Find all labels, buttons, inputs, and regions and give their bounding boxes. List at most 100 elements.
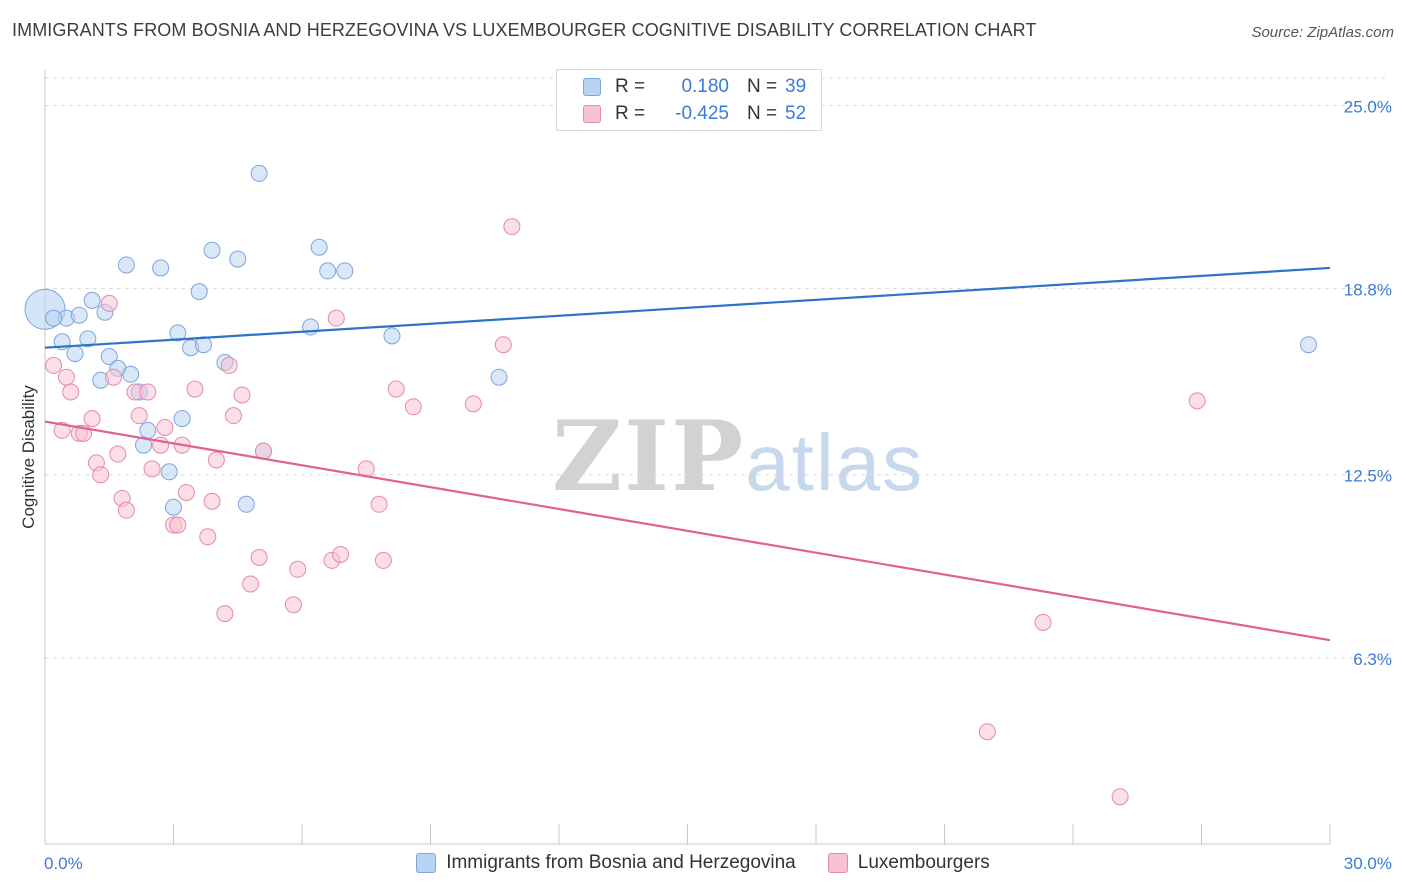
bosnia-point[interactable] xyxy=(203,241,221,259)
series-legend: Immigrants from Bosnia and Herzegovina L… xyxy=(0,852,1406,874)
bosnia-point[interactable] xyxy=(160,463,178,481)
legend-row-blue: R = 0.180 N = 39 xyxy=(557,74,806,100)
bosnia-point[interactable] xyxy=(165,498,182,516)
legend-row-pink: R = -0.425 N = 52 xyxy=(557,101,806,127)
legend-item-luxembourgers[interactable]: Luxembourgers xyxy=(827,852,990,874)
luxembourger-point[interactable] xyxy=(130,407,148,425)
luxembourger-point[interactable] xyxy=(100,294,118,312)
r-label: R = xyxy=(615,103,646,124)
luxembourger-point[interactable] xyxy=(143,460,161,478)
bosnia-point[interactable] xyxy=(319,262,337,280)
y-axis-label: Cognitive Disability xyxy=(19,385,38,529)
y-tick-label: 18.8% xyxy=(1344,281,1392,300)
luxembourger-point[interactable] xyxy=(374,551,392,569)
luxembourger-point[interactable] xyxy=(327,309,345,327)
luxembourger-point[interactable] xyxy=(242,575,260,593)
luxembourger-point[interactable] xyxy=(494,336,512,354)
source-label: Source: ZipAtlas.com xyxy=(1251,24,1394,41)
r-label: R = xyxy=(615,76,646,97)
chart-title: IMMIGRANTS FROM BOSNIA AND HERZEGOVINA V… xyxy=(12,20,1037,40)
luxembourger-point[interactable] xyxy=(216,605,234,623)
luxembourger-point[interactable] xyxy=(62,383,80,401)
n-value: 39 xyxy=(785,76,807,97)
watermark-atlas: atlas xyxy=(745,418,925,507)
luxembourger-trend-line xyxy=(44,420,1331,642)
luxembourger-point[interactable] xyxy=(186,380,204,398)
x-tick-label: 0.0% xyxy=(44,854,83,873)
luxembourger-point[interactable] xyxy=(387,380,405,398)
legend-label-luxembourgers: Luxembourgers xyxy=(857,852,990,873)
luxembourger-point[interactable] xyxy=(105,368,123,386)
n-label: N = xyxy=(747,103,778,124)
bosnia-point[interactable] xyxy=(336,262,354,280)
luxembourger-point[interactable] xyxy=(207,451,225,469)
bosnia-point[interactable] xyxy=(83,291,101,309)
bosnia-point[interactable] xyxy=(135,436,153,454)
blue-swatch-icon xyxy=(583,78,601,96)
luxembourger-point[interactable] xyxy=(117,501,135,519)
n-value: 52 xyxy=(785,103,807,124)
luxembourger-point[interactable] xyxy=(139,383,157,401)
bosnia-trend-line xyxy=(44,266,1331,349)
pink-swatch-icon xyxy=(827,853,848,873)
luxembourger-point[interactable] xyxy=(289,560,307,578)
y-tick-label: 25.0% xyxy=(1344,97,1392,116)
blue-swatch-icon xyxy=(416,853,437,873)
luxembourger-point[interactable] xyxy=(464,395,482,413)
bosnia-point[interactable] xyxy=(190,283,208,301)
watermark: ZIPatlas xyxy=(552,400,924,513)
luxembourger-point[interactable] xyxy=(109,445,127,463)
correlation-legend: R = 0.180 N = 39 R = -0.425 N = 52 xyxy=(556,69,822,131)
luxembourger-point[interactable] xyxy=(45,356,63,374)
bosnia-point[interactable] xyxy=(310,238,328,256)
bosnia-point[interactable] xyxy=(194,336,212,354)
luxembourger-point[interactable] xyxy=(250,548,268,566)
luxembourger-point[interactable] xyxy=(220,356,238,374)
bosnia-point[interactable] xyxy=(122,365,140,383)
y-tick-label: 12.5% xyxy=(1344,467,1392,486)
luxembourger-point[interactable] xyxy=(169,516,187,534)
luxembourger-point[interactable] xyxy=(57,368,75,386)
bosnia-point[interactable] xyxy=(100,348,118,366)
bosnia-point[interactable] xyxy=(45,309,63,327)
luxembourger-point[interactable] xyxy=(156,418,174,436)
bosnia-point[interactable] xyxy=(152,259,170,277)
r-value: -0.425 xyxy=(675,103,729,124)
luxembourger-point[interactable] xyxy=(53,421,71,439)
bosnia-point[interactable] xyxy=(66,345,84,363)
luxembourger-point[interactable] xyxy=(503,218,521,236)
bosnia-point[interactable] xyxy=(1300,336,1318,354)
luxembourger-point[interactable] xyxy=(332,545,350,563)
r-value: 0.180 xyxy=(681,76,729,97)
luxembourger-point[interactable] xyxy=(404,398,422,416)
bosnia-point[interactable] xyxy=(383,327,401,345)
legend-item-bosnia[interactable]: Immigrants from Bosnia and Herzegovina xyxy=(416,852,796,874)
luxembourger-point[interactable] xyxy=(177,483,195,501)
luxembourger-point[interactable] xyxy=(1188,392,1206,410)
luxembourger-point[interactable] xyxy=(978,723,996,741)
luxembourger-point[interactable] xyxy=(1034,613,1052,631)
luxembourger-point[interactable] xyxy=(92,466,110,484)
luxembourger-point[interactable] xyxy=(233,386,251,404)
bosnia-point[interactable] xyxy=(139,421,157,439)
luxembourger-point[interactable] xyxy=(83,410,101,428)
bosnia-point[interactable] xyxy=(229,250,247,268)
bosnia-point[interactable] xyxy=(237,495,255,513)
y-tick-label: 6.3% xyxy=(1353,650,1392,669)
bosnia-point[interactable] xyxy=(79,330,97,348)
luxembourger-point[interactable] xyxy=(224,407,242,425)
x-tick-label: 30.0% xyxy=(1344,854,1392,873)
bosnia-point[interactable] xyxy=(173,410,191,428)
luxembourger-point[interactable] xyxy=(1111,788,1129,806)
luxembourger-point[interactable] xyxy=(370,495,388,513)
bosnia-point[interactable] xyxy=(70,306,88,324)
n-label: N = xyxy=(747,76,778,97)
luxembourger-point[interactable] xyxy=(284,596,302,614)
bosnia-point[interactable] xyxy=(250,164,268,182)
bosnia-point[interactable] xyxy=(117,256,135,274)
luxembourger-point[interactable] xyxy=(199,528,217,546)
legend-label-bosnia: Immigrants from Bosnia and Herzegovina xyxy=(446,852,796,873)
bosnia-point[interactable] xyxy=(490,368,508,386)
bosnia-point[interactable] xyxy=(169,324,187,342)
luxembourger-point[interactable] xyxy=(203,492,221,510)
